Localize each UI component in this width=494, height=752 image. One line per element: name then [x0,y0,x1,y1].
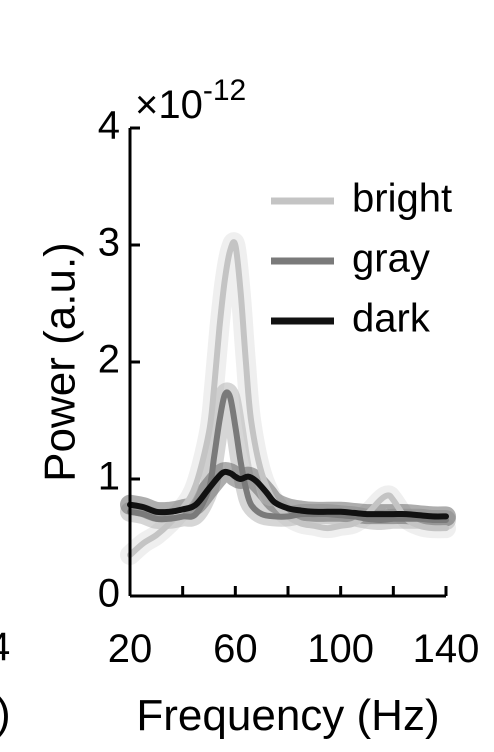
x-ticks: 20 60 100 140 [108,586,480,671]
y-tick-label: 1 [98,455,120,499]
left-edge-tick-fragment: 4 [0,625,10,669]
y-tick-label: 2 [98,338,120,382]
left-edge-paren-fragment: ) [0,689,11,738]
series-bright-line [127,239,449,558]
series-gray-line [127,389,449,524]
y-ticks: 0 1 2 3 4 [98,104,140,616]
y-tick-label: 0 [98,572,120,616]
y-multiplier: ×10-12 [135,74,246,127]
x-axis-label: Frequency (Hz) [136,691,439,740]
series-dark-line [127,468,449,520]
legend-label-dark: dark [352,297,431,341]
x-tick-label: 60 [213,627,258,671]
legend: bright gray dark [271,177,452,341]
legend-label-gray: gray [352,237,430,281]
y-tick-label: 3 [98,221,120,265]
y-axis-label: Power (a.u.) [36,242,85,482]
y-multiplier-base: ×10 [135,83,203,127]
x-tick-label: 140 [413,627,480,671]
x-tick-label: 100 [307,627,374,671]
series-lines [127,239,449,558]
y-multiplier-exponent: -12 [203,74,246,107]
y-tick-label: 4 [98,104,120,148]
x-tick-label: 20 [108,627,153,671]
legend-label-bright: bright [352,177,452,221]
